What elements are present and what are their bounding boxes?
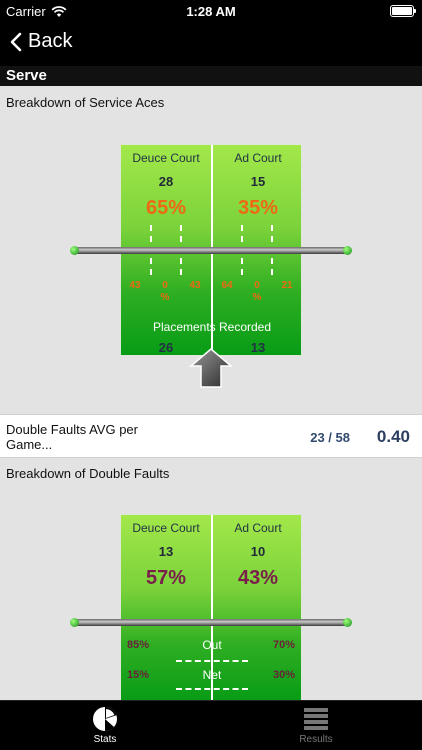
- tab-results-label: Results: [299, 734, 333, 745]
- deuce-df-pct: 57%: [145, 567, 187, 589]
- nav-bar: Back: [0, 22, 422, 66]
- ad-df-count: 10: [250, 544, 266, 559]
- net-post: [343, 246, 352, 255]
- deuce-out-pct: 85%: [127, 639, 150, 651]
- tab-results[interactable]: Results: [276, 706, 356, 745]
- ad-ace-pct: 35%: [237, 197, 279, 219]
- out-label: Out: [202, 638, 222, 652]
- deuce-body-unit: %: [160, 292, 170, 303]
- ad-df-pct: 43%: [237, 567, 279, 589]
- tab-stats-label: Stats: [93, 734, 117, 745]
- deuce-court-label: Deuce Court: [132, 521, 200, 535]
- deuce-body-value: 0: [162, 280, 168, 291]
- section-header: Serve: [0, 66, 422, 86]
- status-time: 1:28 AM: [186, 4, 236, 19]
- list-icon: [304, 708, 328, 730]
- back-label: Back: [28, 30, 73, 52]
- ad-placements-count: 13: [250, 340, 266, 355]
- deuce-placements-count: 26: [158, 340, 174, 355]
- carrier-label: Carrier: [6, 4, 46, 19]
- aces-title: Breakdown of Service Aces: [6, 95, 165, 110]
- out-divider: [176, 660, 248, 662]
- ad-wide-value: 21: [281, 280, 293, 291]
- pie-chart-icon: [93, 707, 117, 732]
- deuce-net-pct: 15%: [127, 669, 150, 681]
- chevron-left-icon: [10, 32, 22, 51]
- deuce-court-label: Deuce Court: [132, 151, 200, 165]
- placements-label: Placements Recorded: [152, 320, 272, 334]
- double-faults-title: Breakdown of Double Faults: [6, 466, 170, 481]
- deuce-df-count: 13: [158, 544, 174, 559]
- ad-body-unit: %: [252, 292, 262, 303]
- tab-bar: Stats Results: [0, 700, 422, 750]
- deuce-ace-count: 28: [158, 174, 174, 189]
- tab-stats[interactable]: Stats: [65, 706, 145, 745]
- net-divider: [176, 688, 248, 690]
- court-center-line: [211, 515, 213, 700]
- ad-net-pct: 30%: [272, 669, 295, 681]
- double-faults-avg-ratio: 23 / 58: [310, 430, 350, 445]
- net-label: Net: [202, 668, 222, 682]
- wifi-icon: [51, 5, 67, 17]
- deuce-t-value: 43: [189, 280, 201, 291]
- double-faults-court: Deuce Court Ad Court 13 10 57% 43% 85% 7…: [120, 514, 302, 700]
- status-bar: Carrier 1:28 AM: [0, 0, 422, 22]
- net-post: [70, 246, 79, 255]
- double-faults-avg-label: Double Faults AVG per Game...: [6, 422, 138, 452]
- back-button[interactable]: Back: [10, 30, 72, 53]
- double-faults-avg-row[interactable]: Double Faults AVG per Game... 23 / 58 0.…: [0, 414, 422, 458]
- deuce-ace-pct: 65%: [145, 197, 187, 219]
- net-bar: [70, 618, 352, 627]
- ad-body-value: 0: [254, 280, 260, 291]
- double-faults-avg-value: 0.40: [376, 427, 410, 446]
- net-bar: [70, 246, 352, 255]
- ad-out-pct: 70%: [272, 639, 295, 651]
- status-left: Carrier: [6, 4, 67, 19]
- battery-icon: [390, 5, 416, 17]
- net-post: [343, 618, 352, 627]
- ad-court-label: Ad Court: [234, 151, 282, 165]
- deuce-wide-value: 43: [129, 280, 141, 291]
- ad-court-label: Ad Court: [234, 521, 282, 535]
- ad-ace-count: 15: [250, 174, 266, 189]
- ad-t-value: 64: [221, 280, 233, 291]
- net-post: [70, 618, 79, 627]
- arrow-up-icon: [189, 348, 233, 388]
